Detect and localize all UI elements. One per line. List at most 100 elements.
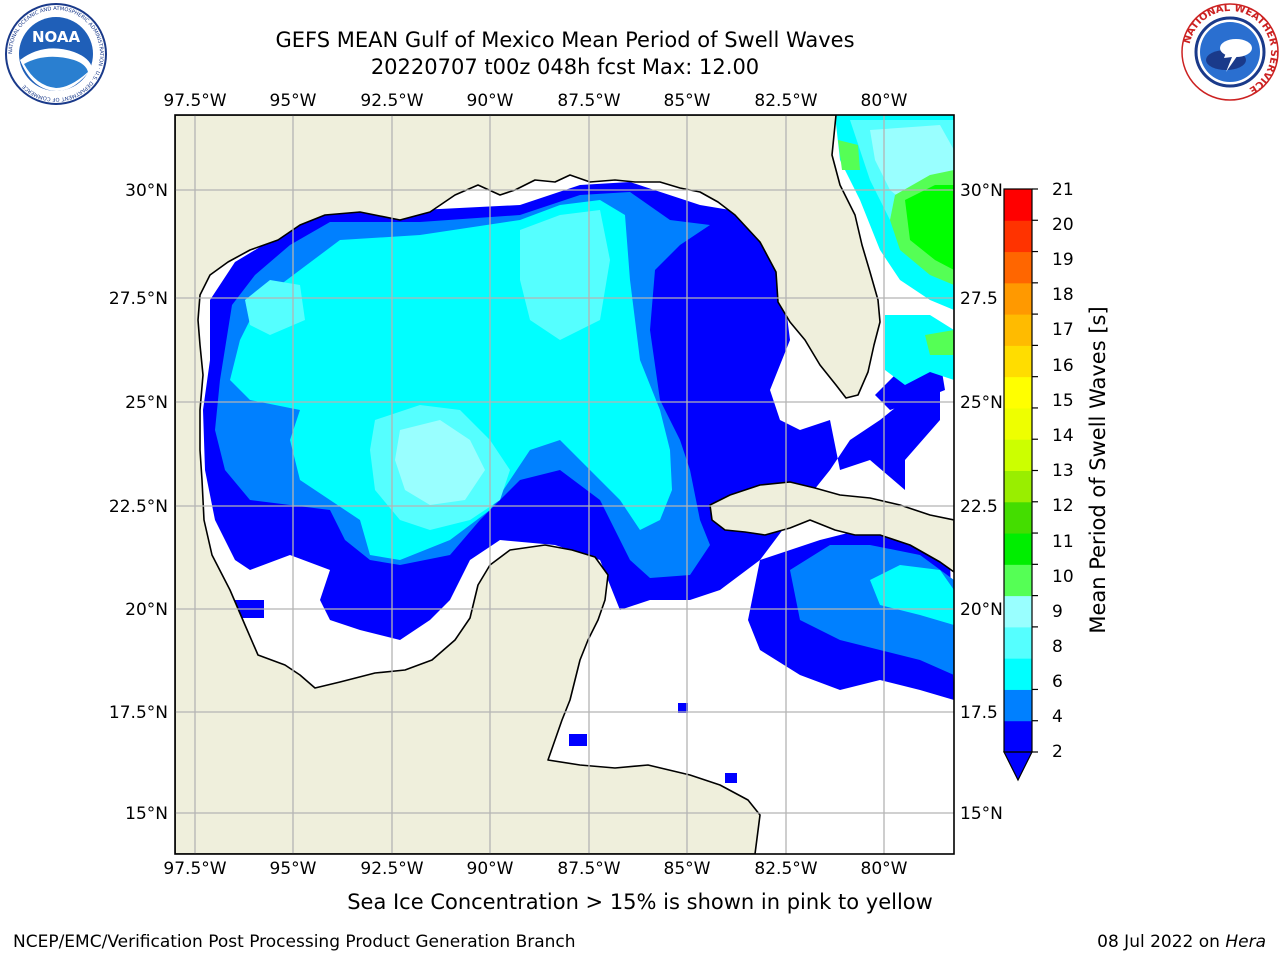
colorbar-swatch bbox=[1004, 376, 1032, 409]
band-8-9-west bbox=[245, 280, 305, 335]
lon-label-top: 95°W bbox=[270, 91, 317, 111]
colorbar-swatches bbox=[1004, 189, 1032, 753]
colorbar-tick-label: 12 bbox=[1052, 496, 1074, 516]
band-9-10-gulf bbox=[395, 420, 485, 505]
lon-label-bottom: 97.5°W bbox=[163, 859, 226, 879]
colorbar-swatch bbox=[1004, 407, 1032, 440]
colorbar-swatch bbox=[1004, 314, 1032, 346]
colorbar-tick-label: 2 bbox=[1052, 742, 1063, 762]
lon-label-top: 90°W bbox=[467, 91, 514, 111]
band-10-11-atlantic-small bbox=[838, 140, 860, 170]
colorbar-swatch bbox=[1004, 501, 1032, 534]
lon-label-top: 82.5°W bbox=[754, 91, 817, 111]
colorbar-label: Mean Period of Swell Waves [s] bbox=[1086, 306, 1110, 634]
colorbar-tick-label: 14 bbox=[1052, 426, 1074, 446]
land-masses bbox=[175, 115, 954, 854]
lat-label-right: 20°N bbox=[960, 600, 1003, 620]
lon-label-bottom: 92.5°W bbox=[360, 859, 423, 879]
colorbar-tick-label: 21 bbox=[1052, 180, 1074, 200]
lat-label-right: 22.5 bbox=[960, 497, 998, 517]
lat-label-left: 27.5°N bbox=[109, 289, 168, 309]
colorbar-swatch bbox=[1004, 626, 1032, 659]
noaa-logo-text: NOAA bbox=[32, 28, 81, 46]
band-2-4-speck-1 bbox=[569, 734, 587, 746]
lon-label-bottom: 85°W bbox=[664, 859, 711, 879]
band-6-8-caribbean bbox=[870, 565, 954, 625]
lat-label-right: 17.5 bbox=[960, 703, 998, 723]
lat-label-left: 30°N bbox=[125, 181, 168, 201]
colorbar-tick-label: 4 bbox=[1052, 707, 1063, 727]
colorbar-tick-label: 20 bbox=[1052, 215, 1074, 235]
colorbar-tick-label: 18 bbox=[1052, 285, 1074, 305]
land-north-america bbox=[175, 115, 881, 854]
colorbar bbox=[1003, 188, 1038, 782]
land-cuba bbox=[709, 481, 954, 573]
lat-label-right: 15°N bbox=[960, 804, 1003, 824]
colorbar-tick-label: 13 bbox=[1052, 461, 1074, 481]
band-6-8-bahamas bbox=[885, 315, 954, 385]
noaa-logo: NOAA NATIONAL OCEANIC AND ATMOSPHERIC AD… bbox=[4, 2, 108, 110]
colorbar-tick-label: 16 bbox=[1052, 356, 1074, 376]
band-2-4-speck-2 bbox=[725, 773, 737, 783]
lat-label-right: 27.5 bbox=[960, 289, 998, 309]
colorbar-tick-label: 9 bbox=[1052, 602, 1063, 622]
lon-label-top: 85°W bbox=[664, 91, 711, 111]
lat-label-right: 25°N bbox=[960, 393, 1003, 413]
colorbar-swatch bbox=[1004, 564, 1032, 597]
colorbar-swatch bbox=[1004, 470, 1032, 503]
lon-label-bottom: 95°W bbox=[270, 859, 317, 879]
colorbar-tick-label: 8 bbox=[1052, 637, 1063, 657]
colorbar-swatch bbox=[1004, 720, 1032, 753]
lon-labels-top: 97.5°W 95°W 92.5°W 90°W 87.5°W 85°W 82.5… bbox=[163, 91, 907, 111]
colorbar-tick-label: 6 bbox=[1052, 672, 1063, 692]
lon-label-top: 92.5°W bbox=[360, 91, 423, 111]
colorbar-swatch bbox=[1004, 345, 1032, 378]
lat-label-left: 22.5°N bbox=[109, 497, 168, 517]
lon-label-bottom: 80°W bbox=[861, 859, 908, 879]
band-8-9-north bbox=[520, 210, 610, 340]
chart-subtitle-forecast: 20220707 t00z 048h fcst Max: 12.00 bbox=[370, 55, 760, 79]
lon-labels-bottom: 97.5°W 95°W 92.5°W 90°W 87.5°W 85°W 82.5… bbox=[163, 859, 907, 879]
map-frame bbox=[174, 114, 955, 855]
lon-label-bottom: 87.5°W bbox=[557, 859, 620, 879]
colorbar-tick-label: 15 bbox=[1052, 391, 1074, 411]
colorbar-tick-label: 17 bbox=[1052, 320, 1074, 340]
band-11-12-atlantic bbox=[905, 185, 954, 270]
lat-label-right: 30°N bbox=[960, 181, 1003, 201]
lat-label-left: 20°N bbox=[125, 600, 168, 620]
credit-date-text: 08 Jul 2022 on bbox=[1097, 932, 1226, 952]
colorbar-tick-label: 10 bbox=[1052, 567, 1074, 587]
band-10-11-bahamas bbox=[925, 330, 954, 355]
colorbar-tick-label: 11 bbox=[1052, 532, 1074, 552]
lat-labels-right: 30°N 27.5 25°N 22.5 20°N 17.5 15°N bbox=[960, 181, 1003, 824]
colorbar-tick-marks bbox=[1032, 188, 1038, 753]
lon-label-bottom: 82.5°W bbox=[754, 859, 817, 879]
lon-label-top: 80°W bbox=[861, 91, 908, 111]
lat-label-left: 17.5°N bbox=[109, 703, 168, 723]
credit-date: 08 Jul 2022 on Hera bbox=[1097, 932, 1266, 952]
sea-ice-note: Sea Ice Concentration > 15% is shown in … bbox=[347, 890, 933, 914]
colorbar-swatch bbox=[1004, 220, 1032, 253]
colorbar-swatch bbox=[1004, 595, 1032, 628]
lon-label-top: 87.5°W bbox=[557, 91, 620, 111]
colorbar-extend-arrow bbox=[1003, 751, 1033, 782]
credit-host: Hera bbox=[1225, 932, 1266, 952]
credit-branch: NCEP/EMC/Verification Post Processing Pr… bbox=[13, 932, 576, 952]
lat-label-left: 15°N bbox=[125, 804, 168, 824]
lon-label-top: 97.5°W bbox=[163, 91, 226, 111]
lon-label-bottom: 90°W bbox=[467, 859, 514, 879]
nws-logo: NATIONAL WEATHER SERVICE bbox=[1180, 2, 1280, 106]
colorbar-swatch bbox=[1004, 689, 1032, 722]
colorbar-swatch bbox=[1004, 533, 1032, 565]
colorbar-swatch bbox=[1004, 658, 1032, 690]
colorbar-swatch bbox=[1004, 439, 1032, 471]
colorbar-swatch bbox=[1004, 189, 1032, 221]
band-2-4-speck-3 bbox=[678, 703, 688, 713]
lat-label-left: 25°N bbox=[125, 393, 168, 413]
colorbar-swatch bbox=[1004, 251, 1032, 284]
colorbar-swatch bbox=[1004, 282, 1032, 315]
graticule bbox=[175, 115, 954, 854]
colorbar-tick-label: 19 bbox=[1052, 250, 1074, 270]
lat-labels-left: 30°N 27.5°N 25°N 22.5°N 20°N 17.5°N 15°N bbox=[109, 181, 168, 824]
